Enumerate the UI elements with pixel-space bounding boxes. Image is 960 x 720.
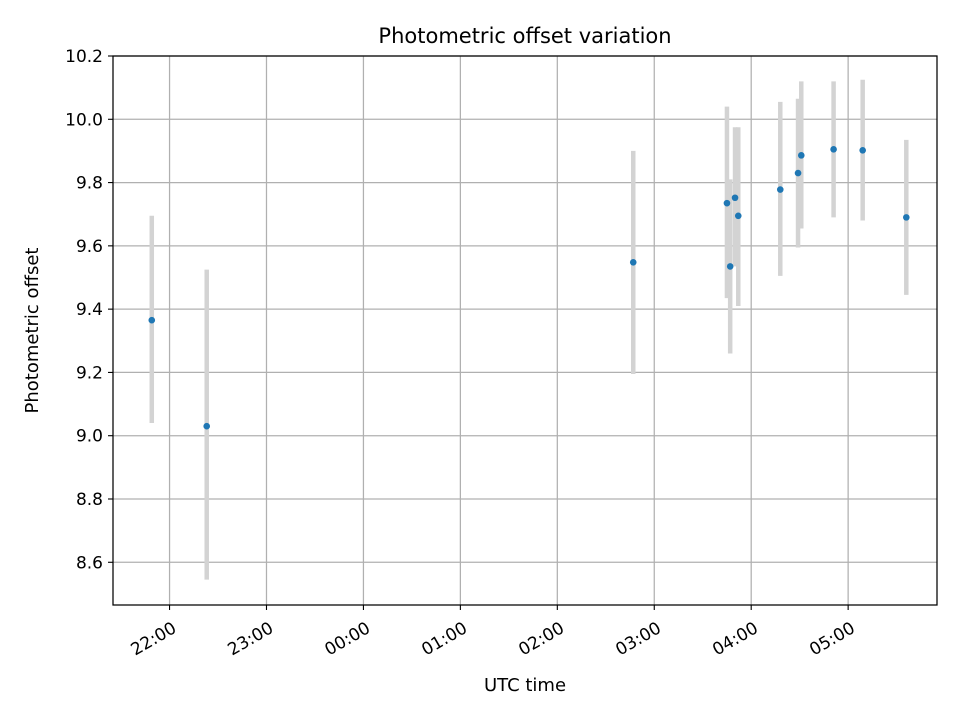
data-point bbox=[859, 146, 866, 154]
data-points bbox=[148, 146, 910, 430]
y-tick-label: 9.6 bbox=[76, 237, 103, 257]
chart-title: Photometric offset variation bbox=[378, 24, 671, 48]
data-point bbox=[726, 263, 734, 270]
y-tick-label: 9.8 bbox=[76, 174, 103, 194]
y-tick-label: 8.6 bbox=[76, 553, 103, 573]
data-point bbox=[830, 146, 837, 153]
y-tick-label: 9.2 bbox=[76, 363, 103, 383]
data-point bbox=[776, 186, 784, 193]
data-point bbox=[148, 316, 156, 324]
y-axis-title: Photometric offset bbox=[22, 248, 43, 414]
data-point bbox=[723, 199, 731, 207]
data-point bbox=[903, 214, 910, 221]
data-point bbox=[794, 169, 802, 177]
data-point bbox=[731, 194, 739, 202]
data-point bbox=[797, 152, 805, 159]
data-point bbox=[734, 212, 742, 220]
data-point bbox=[629, 259, 637, 266]
y-tick-label: 9.4 bbox=[76, 300, 103, 320]
x-axis-title: UTC time bbox=[484, 675, 566, 696]
plot-frame bbox=[112, 55, 938, 606]
data-point bbox=[203, 422, 211, 430]
y-tick-label: 9.0 bbox=[76, 427, 103, 447]
y-tick-label: 10.2 bbox=[65, 47, 103, 67]
y-tick-label: 8.8 bbox=[76, 490, 103, 510]
y-tick-label: 10.0 bbox=[65, 110, 103, 130]
